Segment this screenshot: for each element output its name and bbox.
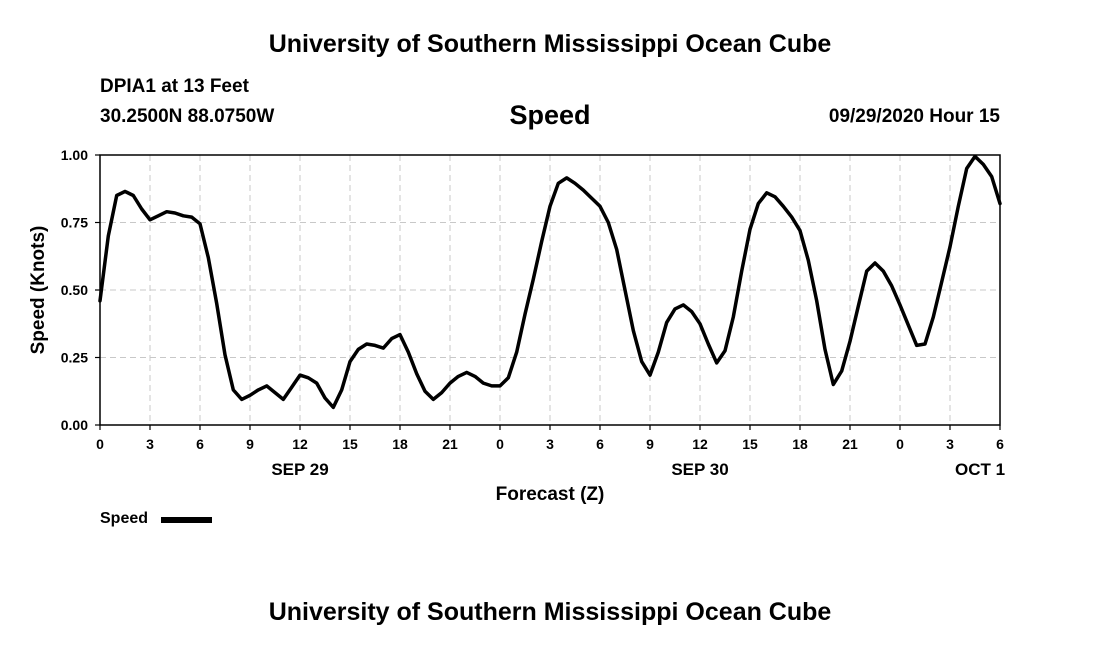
- x-tick-label: 12: [692, 436, 708, 452]
- station-label: DPIA1 at 13 Feet: [100, 76, 249, 97]
- date-label: OCT 1: [955, 460, 1005, 479]
- x-tick-label: 6: [596, 436, 604, 452]
- y-tick-label: 0.00: [61, 417, 88, 433]
- x-tick-label: 18: [392, 436, 408, 452]
- axis-labels: 0 3 6 9 12 15 18 21 0 3 6 9 12 15 18 21 0 3 6 0.00 0.25 0.50 0…: [61, 147, 1005, 479]
- x-tick-label: 3: [546, 436, 554, 452]
- date-label: SEP 30: [671, 460, 728, 479]
- x-tick-label: 3: [146, 436, 154, 452]
- x-tick-label: 9: [246, 436, 254, 452]
- legend-line-swatch: [161, 517, 212, 523]
- x-axis-title: Forecast (Z): [496, 484, 605, 505]
- y-axis-title: Speed (Knots): [28, 226, 49, 355]
- x-tick-label: 6: [996, 436, 1004, 452]
- x-tick-label: 15: [342, 436, 358, 452]
- x-tick-label: 15: [742, 436, 758, 452]
- speed-series-line: [98, 154, 1002, 410]
- y-tick-label: 0.75: [61, 215, 88, 231]
- y-tick-label: 0.25: [61, 350, 88, 366]
- x-tick-label: 21: [442, 436, 458, 452]
- variable-title: Speed: [509, 100, 591, 130]
- series-layer: [98, 154, 1002, 410]
- axis-ticks: [95, 154, 1001, 430]
- x-tick-label: 3: [946, 436, 954, 452]
- y-tick-label: 0.50: [61, 282, 88, 298]
- coordinates-label: 30.2500N 88.0750W: [100, 106, 275, 127]
- x-tick-label: 21: [842, 436, 858, 452]
- date-label: SEP 29: [271, 460, 328, 479]
- x-tick-label: 9: [646, 436, 654, 452]
- x-tick-label: 0: [96, 436, 104, 452]
- legend-label: Speed: [100, 510, 149, 527]
- footer-title: University of Southern Mississippi Ocean…: [268, 598, 832, 626]
- grid-lines: [100, 155, 1000, 425]
- datetime-label: 09/29/2020 Hour 15: [828, 106, 1000, 127]
- page-title: University of Southern Mississippi Ocean…: [268, 30, 832, 58]
- y-tick-label: 1.00: [61, 147, 88, 163]
- x-tick-label: 6: [196, 436, 204, 452]
- x-tick-label: 0: [896, 436, 904, 452]
- x-tick-label: 18: [792, 436, 808, 452]
- x-tick-label: 12: [292, 436, 308, 452]
- x-tick-label: 0: [496, 436, 504, 452]
